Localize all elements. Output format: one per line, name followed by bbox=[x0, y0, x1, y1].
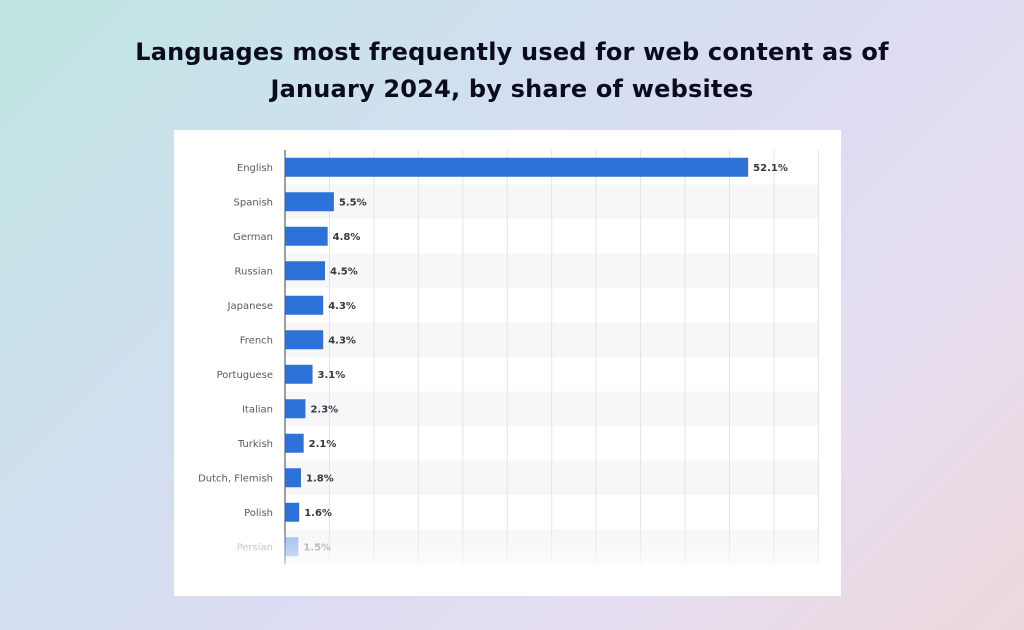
chart-title-line2: January 2024, by share of websites bbox=[270, 75, 754, 103]
bar bbox=[285, 330, 324, 350]
category-label: English bbox=[237, 163, 273, 174]
bar bbox=[285, 226, 328, 246]
value-label: 4.5% bbox=[330, 266, 358, 277]
value-label: 4.3% bbox=[328, 301, 356, 312]
category-label: Polish bbox=[244, 508, 273, 519]
category-label: Italian bbox=[242, 404, 273, 415]
value-label: 4.8% bbox=[333, 232, 361, 243]
bar-chart: English 52.1% Spanish 5.5% German 4.8% Russian… bbox=[174, 150, 841, 564]
category-label: Portuguese bbox=[217, 370, 273, 381]
bar bbox=[285, 157, 749, 177]
bar bbox=[285, 261, 326, 281]
chart-title: Languages most frequently used for web c… bbox=[0, 34, 1024, 108]
value-label: 4.3% bbox=[328, 335, 356, 346]
category-label: Dutch, Flemish bbox=[198, 473, 273, 484]
value-label: 5.5% bbox=[339, 197, 367, 208]
category-label: Russian bbox=[234, 266, 273, 277]
bar bbox=[285, 468, 302, 488]
bar bbox=[285, 364, 313, 384]
category-label: French bbox=[240, 335, 273, 346]
category-label: Turkish bbox=[237, 439, 273, 450]
bar bbox=[285, 295, 324, 315]
value-label: 1.8% bbox=[306, 473, 334, 484]
value-label: 3.1% bbox=[318, 370, 346, 381]
bar bbox=[285, 399, 306, 419]
chart-card: English 52.1% Spanish 5.5% German 4.8% Russian… bbox=[174, 130, 841, 596]
value-label: 2.1% bbox=[309, 439, 337, 450]
bar bbox=[285, 192, 334, 212]
bottom-fade bbox=[174, 529, 841, 564]
bar bbox=[285, 502, 300, 522]
value-label: 1.6% bbox=[304, 508, 332, 519]
bar bbox=[285, 433, 304, 453]
value-label: 52.1% bbox=[753, 163, 788, 174]
category-label: Spanish bbox=[234, 197, 274, 208]
category-label: Japanese bbox=[227, 301, 273, 312]
value-label: 2.3% bbox=[310, 404, 338, 415]
chart-title-line1: Languages most frequently used for web c… bbox=[135, 38, 889, 66]
category-label: German bbox=[233, 232, 273, 243]
